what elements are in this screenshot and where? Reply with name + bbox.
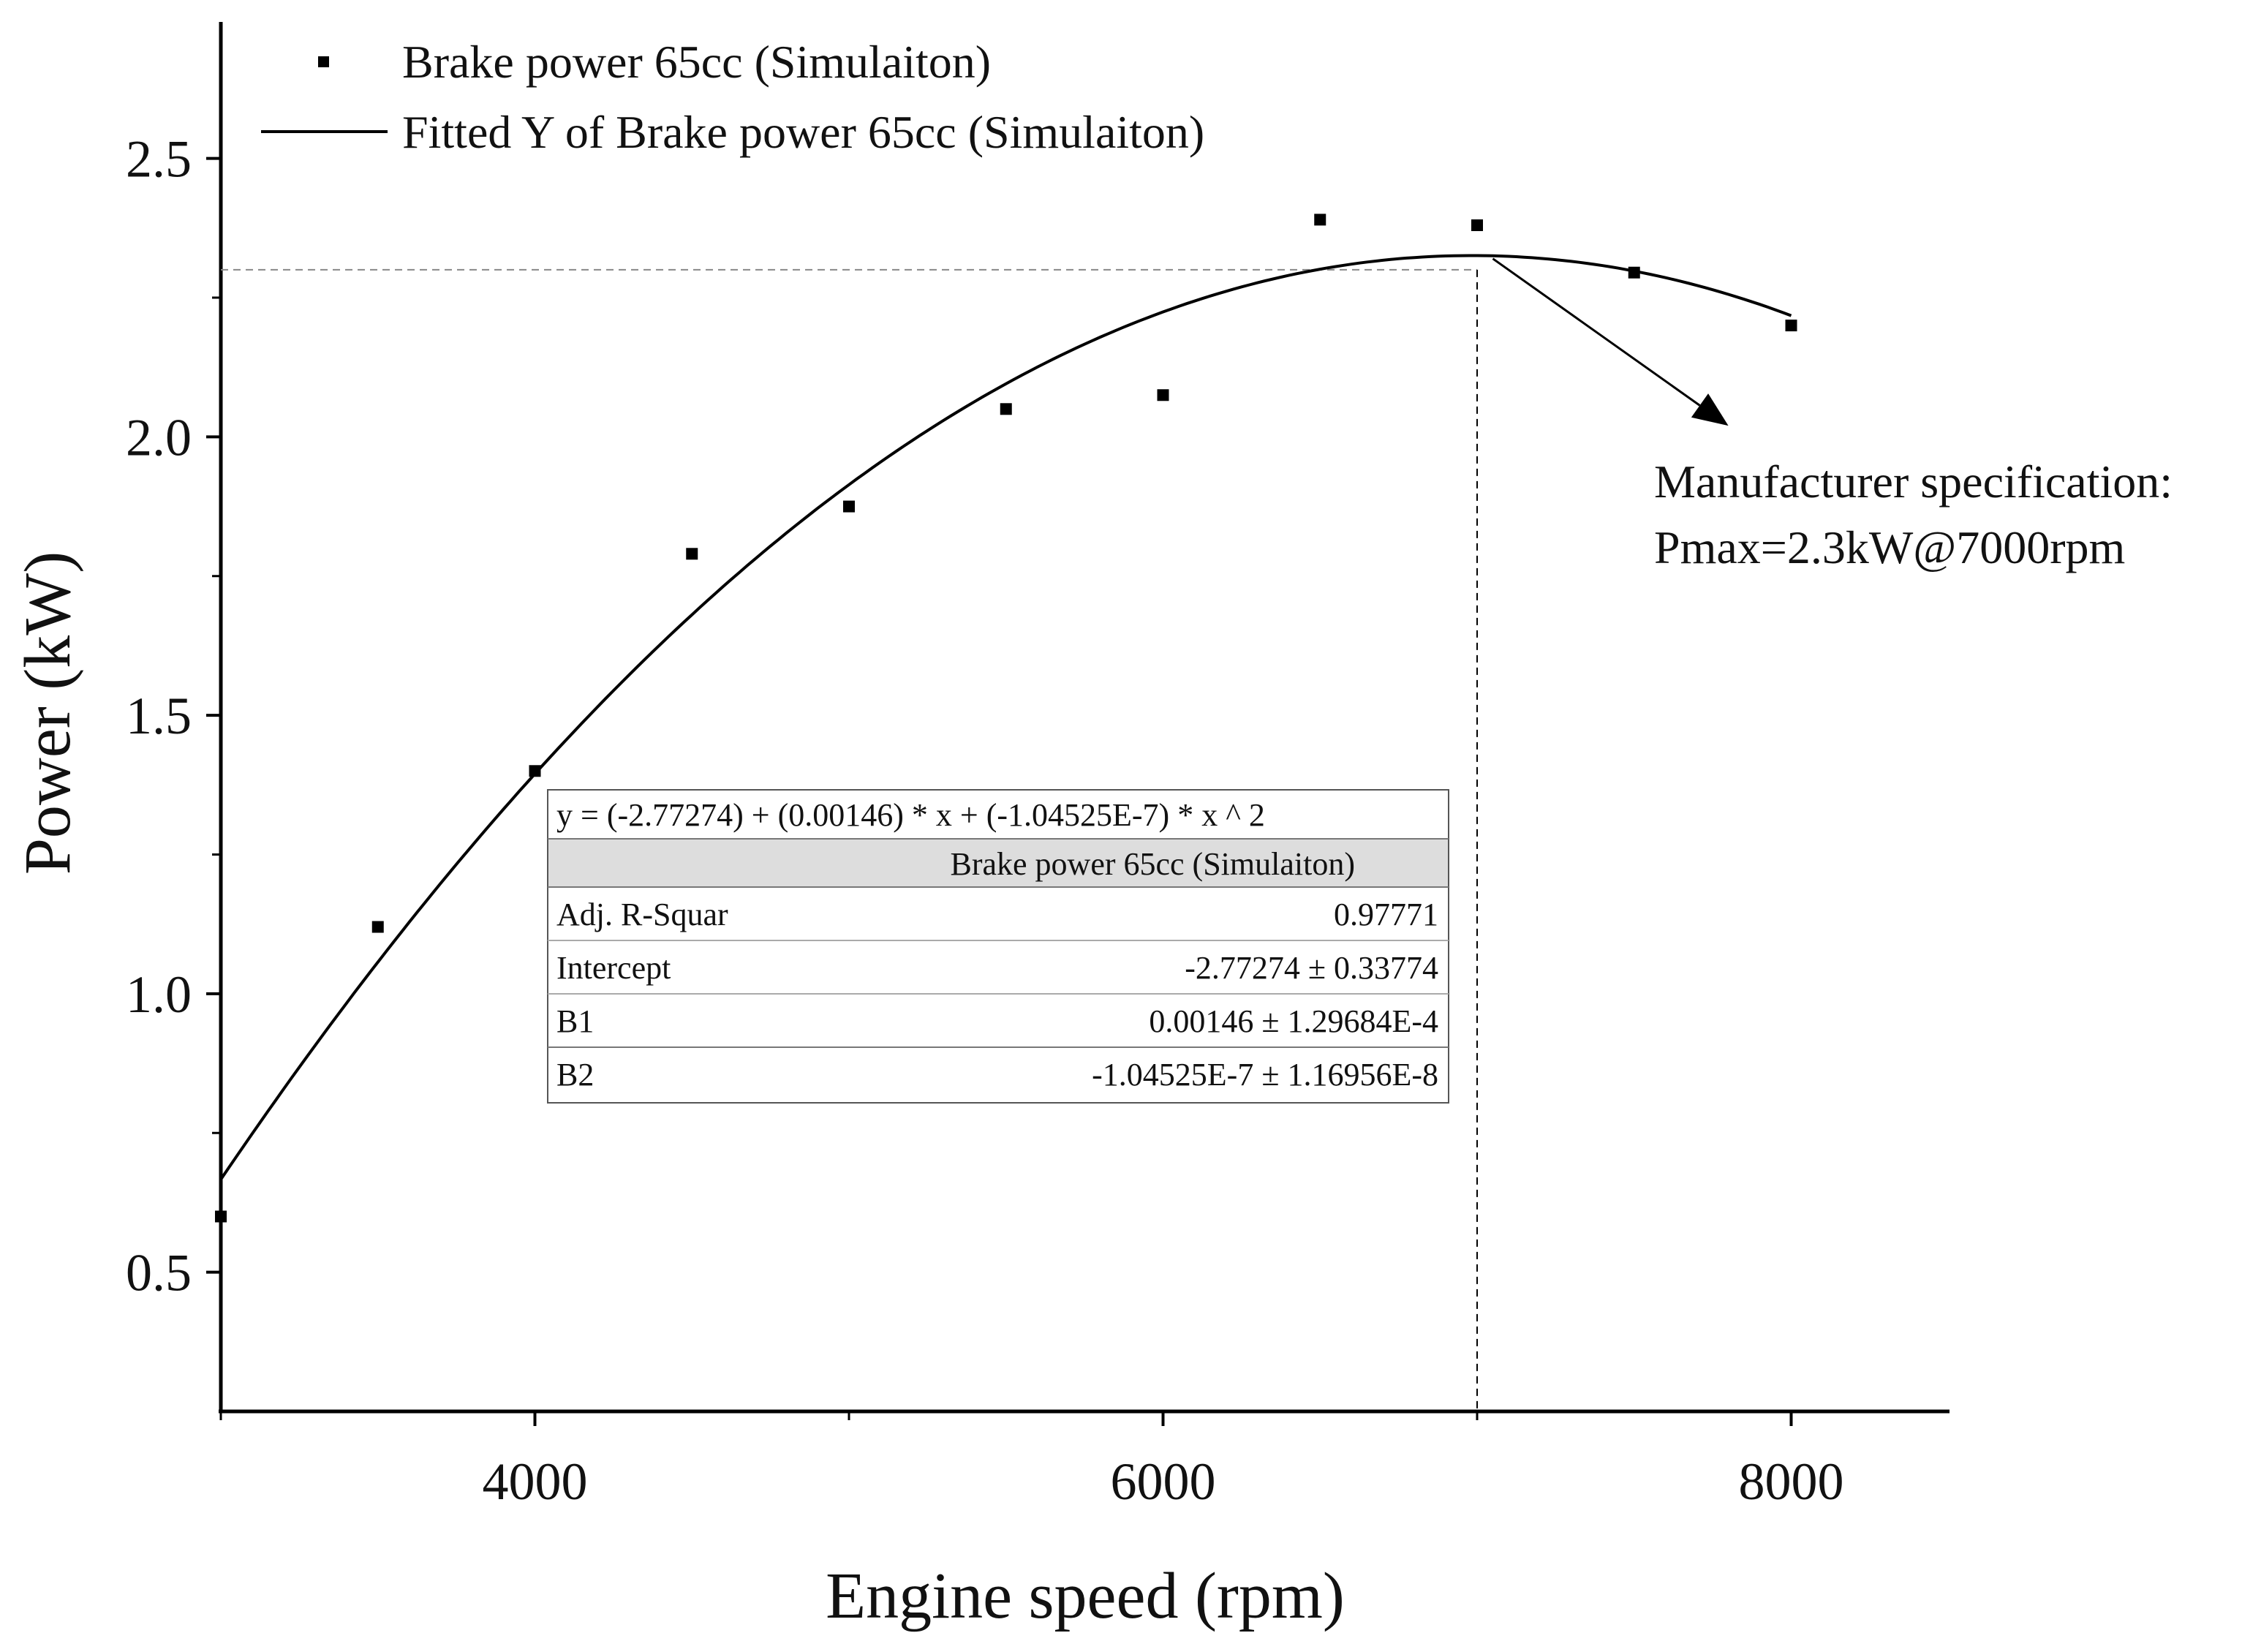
data-point	[686, 548, 698, 560]
legend-label-scatter: Brake power 65cc (Simulaiton)	[402, 36, 991, 88]
fit-row-label: Intercept	[556, 950, 671, 986]
annotation: Manufacturer specification: Pmax=2.3kW@7…	[1492, 257, 2173, 573]
data-point	[215, 1210, 227, 1223]
fit-table-border	[547, 789, 1449, 1104]
annotation-line-1: Manufacturer specification:	[1654, 456, 2173, 508]
data-point	[1628, 266, 1640, 279]
data-point	[1314, 214, 1326, 226]
y-tick-label: 2.0	[126, 408, 192, 467]
fit-row-value: 0.00146 ± 1.29684E-4	[1149, 1003, 1438, 1039]
data-point	[1000, 403, 1012, 415]
annotation-arrow-line	[1492, 257, 1701, 407]
reference-lines	[221, 268, 1478, 1411]
fit-table: y = (-2.77274) + (0.00146) * x + (-1.045…	[547, 789, 1449, 1104]
legend-marker-square	[318, 56, 329, 67]
axis-ticks: 4000 6000 8000 0.5 1.0 1.5 2.0 2.5	[126, 130, 1844, 1511]
data-point	[1157, 389, 1169, 401]
x-axis-title: Engine speed (rpm)	[826, 1560, 1345, 1632]
fit-row-value: 0.97771	[1334, 897, 1438, 932]
x-tick-label: 6000	[1111, 1452, 1216, 1511]
fit-row-value: -1.04525E-7 ± 1.16956E-8	[1092, 1057, 1438, 1093]
data-point	[1471, 219, 1483, 232]
x-tick-label: 4000	[483, 1452, 588, 1511]
legend-label-fit: Fitted Y of Brake power 65cc (Simulaiton…	[402, 106, 1204, 158]
fit-row-label: B1	[556, 1003, 594, 1039]
fit-row-label: B2	[556, 1057, 594, 1093]
y-tick-label: 1.5	[126, 687, 192, 745]
y-tick-label: 0.5	[126, 1244, 192, 1302]
fit-table-header-bg	[548, 839, 1448, 887]
y-tick-label: 2.5	[126, 130, 192, 189]
data-point	[1785, 320, 1797, 332]
data-point	[371, 921, 384, 933]
fit-row-value: -2.77274 ± 0.33774	[1185, 950, 1438, 986]
data-point	[529, 765, 541, 777]
annotation-line-2: Pmax=2.3kW@7000rpm	[1654, 521, 2125, 573]
fit-row-label: Adj. R-Squar	[556, 897, 728, 932]
legend: Brake power 65cc (Simulaiton) Fitted Y o…	[261, 36, 1204, 158]
annotation-arrow-head	[1691, 393, 1729, 426]
data-points	[215, 214, 1797, 1223]
fitted-curve-line	[219, 254, 1792, 1180]
x-tick-label: 8000	[1739, 1452, 1844, 1511]
data-point	[843, 500, 855, 513]
y-axis-title: Power (kW)	[12, 551, 84, 875]
fit-equation: y = (-2.77274) + (0.00146) * x + (-1.045…	[556, 797, 1265, 833]
y-tick-label: 1.0	[126, 965, 192, 1024]
fit-table-header: Brake power 65cc (Simulaiton)	[950, 846, 1355, 882]
